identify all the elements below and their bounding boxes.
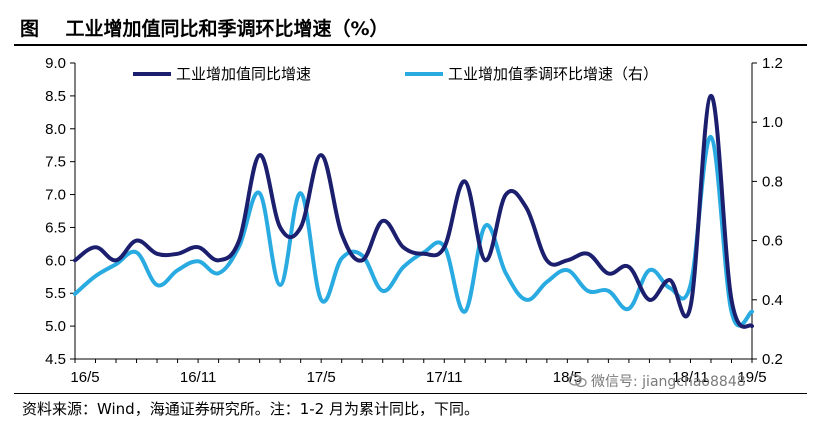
chart-legend: 工业增加值同比增速 工业增加值季调环比增速（右） — [133, 65, 658, 83]
x-tick-label: 17/11 — [426, 369, 462, 386]
x-tick-label: 16/5 — [70, 369, 99, 386]
legend-label-mom-sa: 工业增加值季调环比增速（右） — [448, 65, 658, 83]
y-tick-label-left: 8.5 — [45, 88, 66, 105]
x-tick-label: 16/11 — [180, 369, 216, 386]
wechat-watermark: 微信号: jiangchao8848 — [568, 371, 746, 391]
chart-lines — [73, 93, 754, 329]
y-tick-label-left: 5.0 — [45, 318, 66, 335]
chart-axes: 4.5 5.0 5.5 6.0 6.5 7.0 7.5 8.0 8.5 9.0 0.2 0.4 0.6 0… — [45, 55, 783, 386]
y-tick-label-left: 9.0 — [45, 55, 66, 72]
legend-label-yoy: 工业增加值同比增速 — [176, 65, 311, 83]
y-tick-label-right: 1.0 — [762, 114, 783, 131]
y-tick-label-left: 6.5 — [45, 219, 66, 236]
y-tick-label-left: 7.0 — [45, 187, 66, 204]
footer-rule — [14, 393, 807, 394]
series-line-yoy — [73, 93, 754, 329]
watermark-text: 微信号: jiangchao8848 — [591, 374, 746, 390]
y-tick-label-left: 4.5 — [45, 351, 66, 368]
y-tick-label-right: 0.4 — [762, 292, 783, 309]
wechat-icon — [568, 374, 587, 388]
y-tick-label-right: 0.2 — [762, 351, 783, 368]
y-tick-label-left: 6.0 — [45, 252, 66, 269]
source-note: 资料来源：Wind，海通证券研究所。注：1-2 月为累计同比，下同。 — [22, 400, 479, 418]
x-tick-label: 18/11 — [672, 369, 708, 386]
y-tick-label-right: 0.6 — [762, 233, 783, 250]
x-tick-label: 19/5 — [737, 369, 766, 386]
x-tick-label: 17/5 — [307, 369, 336, 386]
y-tick-label-right: 0.8 — [762, 173, 783, 190]
page-title: 图 工业增加值同比和季调环比增速（%） — [20, 18, 389, 40]
y-tick-label-left: 8.0 — [45, 121, 66, 138]
y-tick-label-left: 5.5 — [45, 285, 66, 302]
series-line-mom-sa — [73, 134, 754, 328]
y-tick-label-right: 1.2 — [762, 55, 783, 72]
title-rule — [14, 44, 807, 46]
x-tick-label: 18/5 — [553, 369, 582, 386]
y-tick-label-left: 7.5 — [45, 154, 66, 171]
